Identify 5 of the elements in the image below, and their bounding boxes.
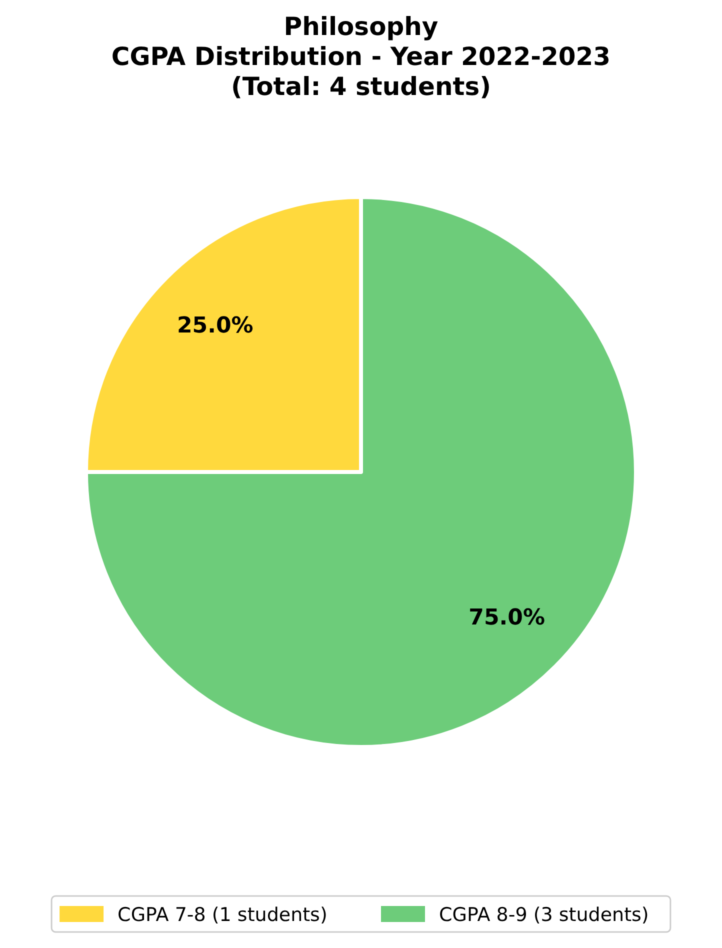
data-label: 25.0% xyxy=(176,314,254,339)
data-label: 75.0% xyxy=(468,605,546,630)
chart-title: Philosophy CGPA Distribution - Year 2022-2023 (Total: 4 students) xyxy=(111,12,611,101)
legend-label: CGPA 8-9 (3 students) xyxy=(439,904,649,926)
legend-label: CGPA 7-8 (1 students) xyxy=(118,904,328,926)
